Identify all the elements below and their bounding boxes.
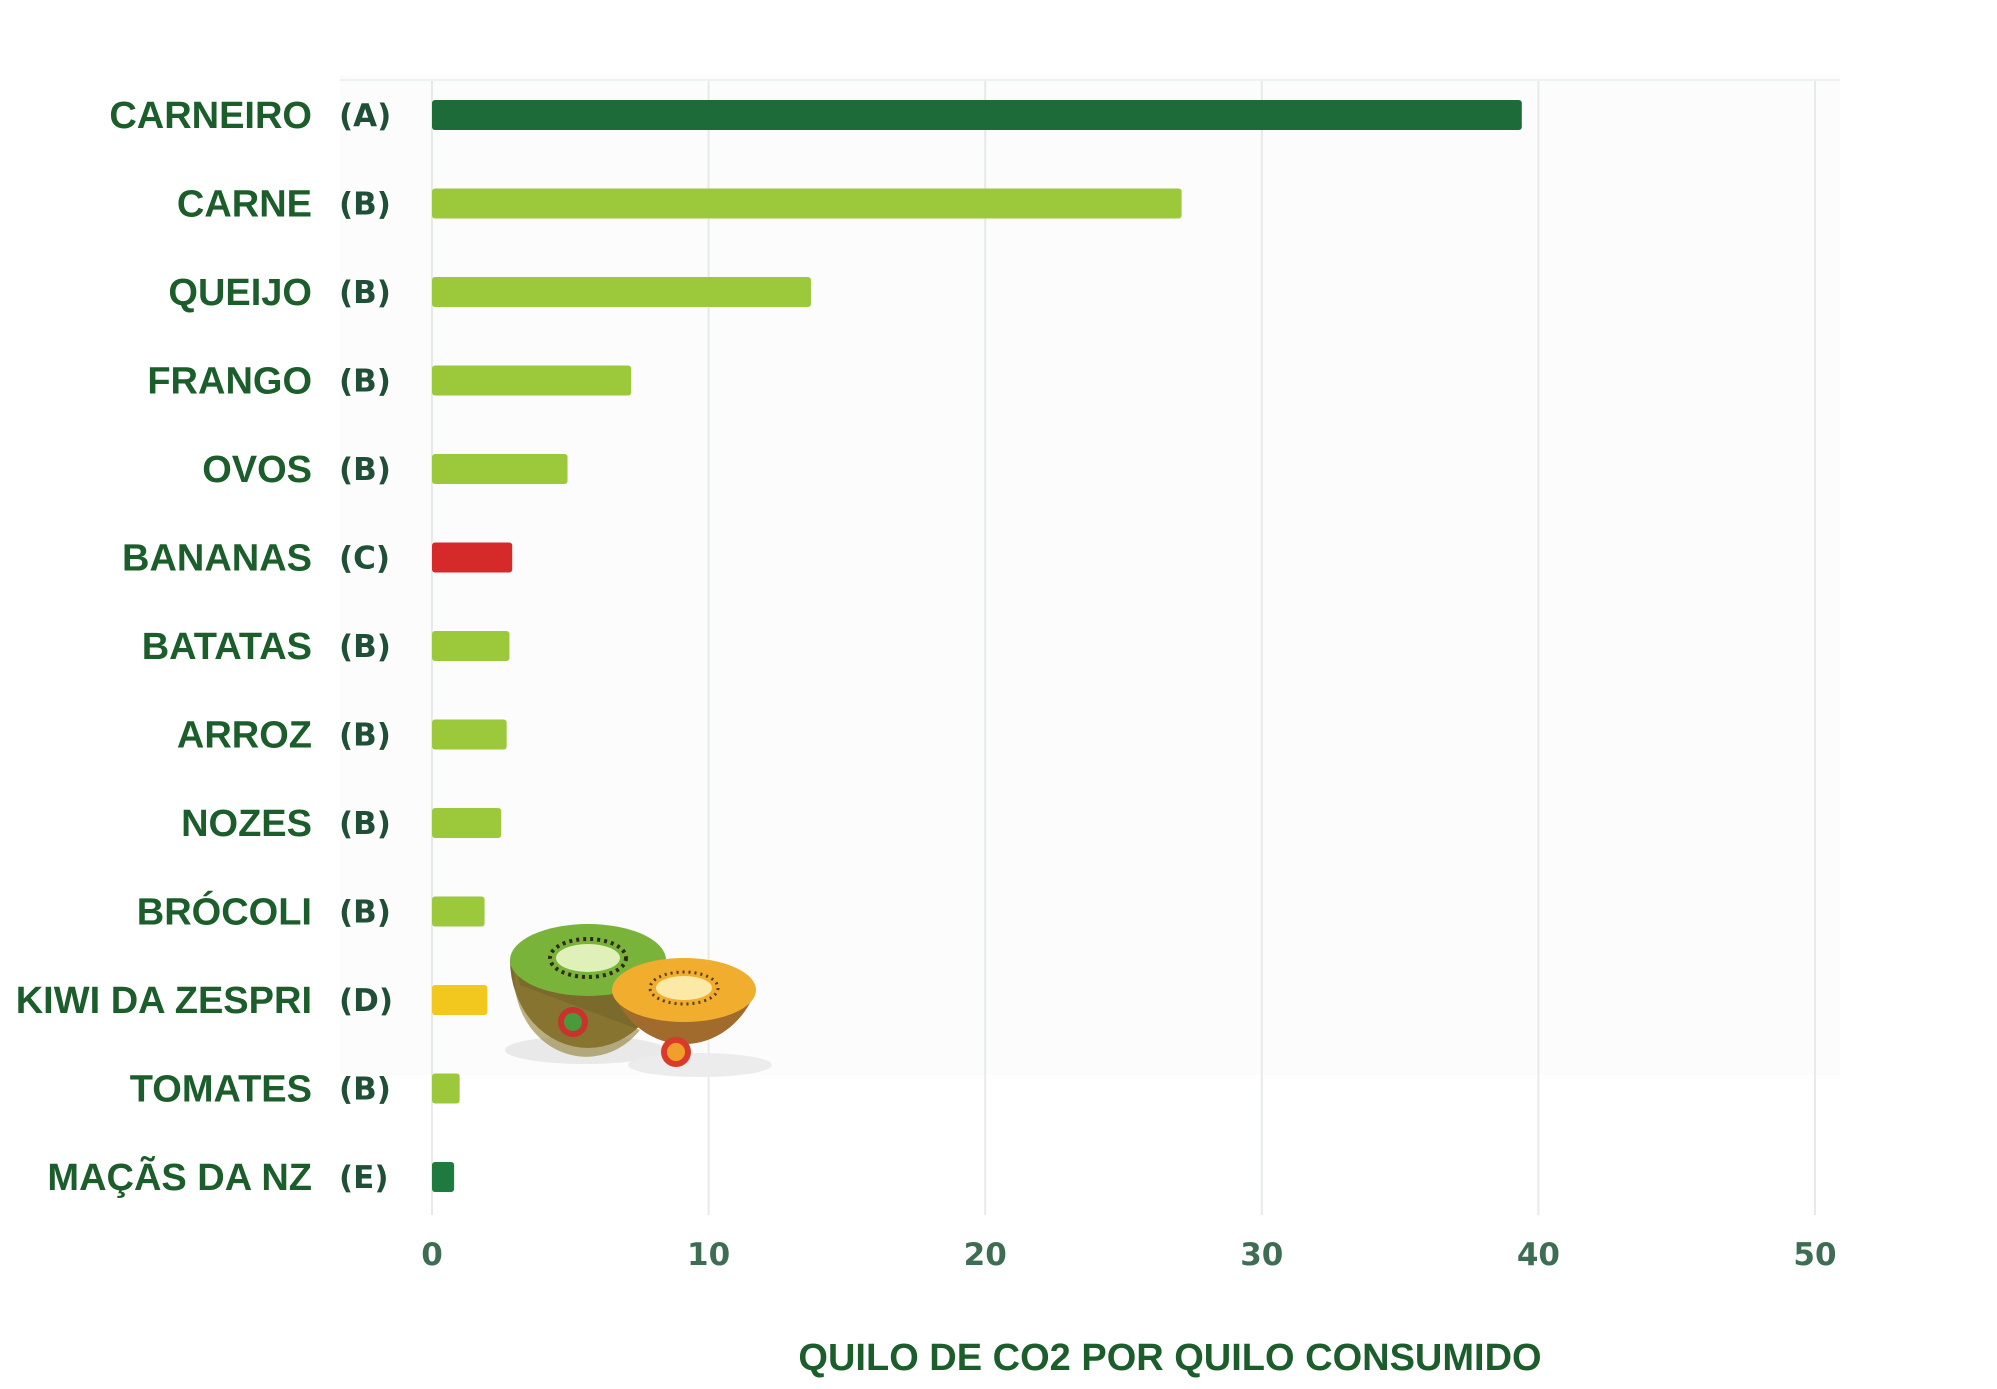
grade-label: (B) xyxy=(339,806,391,842)
category-label: BATATAS xyxy=(142,626,312,668)
bar-kiwi-da-zespri xyxy=(432,985,488,1015)
x-tick-labels: 0 10 20 30 40 50 xyxy=(421,1237,1836,1273)
category-label: QUEIJO xyxy=(168,272,312,314)
grade-label: (B) xyxy=(339,364,391,400)
grade-label: (B) xyxy=(339,275,391,311)
grade-label: (E) xyxy=(339,1160,389,1196)
category-label: ARROZ xyxy=(177,715,312,757)
x-tick-label: 0 xyxy=(421,1237,443,1273)
grade-label: (B) xyxy=(339,187,391,223)
gold-kiwi-icon xyxy=(612,958,756,1067)
x-axis-title: QUILO DE CO2 POR QUILO CONSUMIDO xyxy=(798,1337,1541,1379)
bar-ma-s-da-nz xyxy=(432,1162,455,1192)
grade-label: (B) xyxy=(339,452,391,488)
category-label: NOZES xyxy=(181,803,312,845)
bar-ovos xyxy=(432,454,568,484)
grade-label: (B) xyxy=(339,718,391,754)
category-label: BRÓCOLI xyxy=(137,890,312,934)
grade-label: (C) xyxy=(339,541,390,577)
x-tick-label: 20 xyxy=(964,1237,1007,1273)
x-tick-label: 40 xyxy=(1517,1237,1560,1273)
grid-lines xyxy=(340,79,1840,1215)
bar-bananas xyxy=(432,542,513,573)
x-tick-label: 10 xyxy=(687,1237,730,1273)
category-label: KIWI DA ZESPRI xyxy=(16,980,312,1022)
category-label: FRANGO xyxy=(147,361,312,403)
bar-tomates xyxy=(432,1073,460,1104)
bar-queijo xyxy=(432,277,811,307)
category-label: BANANAS xyxy=(122,538,312,580)
category-labels: CARNEIRO CARNE QUEIJO FRANGO OVOS BANANAS BATA… xyxy=(16,95,312,1199)
grade-label: (B) xyxy=(339,629,391,665)
grade-labels: (A) (B) (B) (B) (B) (C) (B) (B) (B) (B) (D) (B) (E) xyxy=(339,98,393,1196)
grade-label: (D) xyxy=(339,983,393,1019)
x-tick-label: 50 xyxy=(1793,1237,1836,1273)
plot-background xyxy=(340,75,1840,1075)
grade-label: (A) xyxy=(339,98,391,134)
kiwi-halves-illustration xyxy=(505,924,772,1077)
category-label: CARNEIRO xyxy=(109,95,312,137)
category-label: OVOS xyxy=(202,449,312,491)
grade-label: (B) xyxy=(339,1072,391,1108)
bar-carneiro xyxy=(432,100,1522,130)
category-label: TOMATES xyxy=(130,1069,312,1111)
bar-nozes xyxy=(432,808,502,838)
bar-frango xyxy=(432,365,632,396)
bar-arroz xyxy=(432,719,507,750)
bar-carne xyxy=(432,188,1182,219)
bars-group xyxy=(432,100,1522,1192)
category-label: MAÇÃS DA NZ xyxy=(47,1155,312,1199)
grade-label: (B) xyxy=(339,895,391,931)
bar-batatas xyxy=(432,631,510,661)
bar-br-coli xyxy=(432,896,485,927)
category-label: CARNE xyxy=(177,184,312,226)
x-tick-label: 30 xyxy=(1240,1237,1283,1273)
